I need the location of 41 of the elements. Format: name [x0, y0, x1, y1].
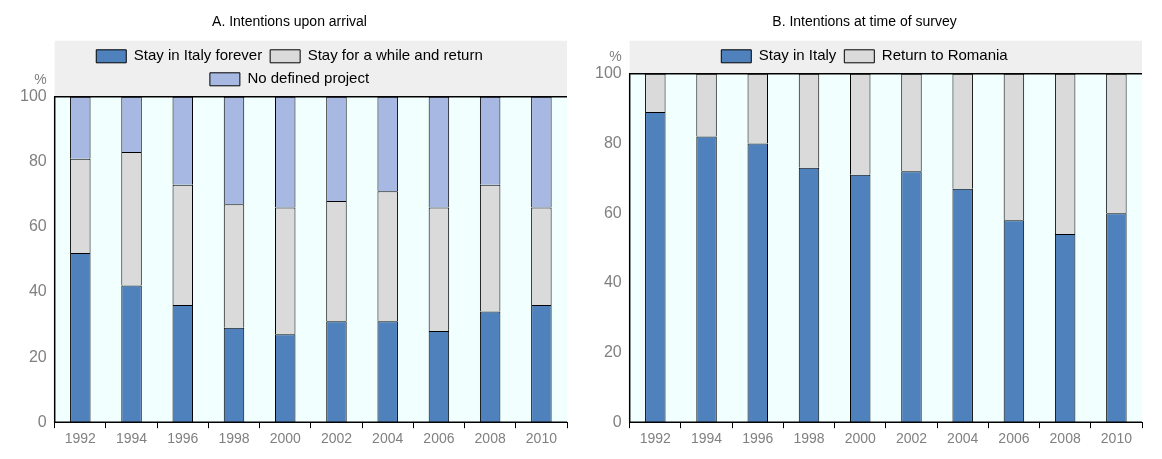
x-tick-label: 2010	[1100, 430, 1133, 447]
x-tick-label: 1998	[218, 430, 250, 447]
y-tick-label: 80	[603, 133, 622, 151]
x-tick-label: 1994	[690, 430, 723, 447]
x-tick-label: 1992	[64, 430, 97, 447]
y-tick-label: 60	[28, 217, 47, 235]
legend-label: Return to Romania	[881, 46, 1009, 64]
legend-label: No defined project	[247, 69, 370, 87]
x-tick-label: 1992	[639, 430, 672, 447]
y-tick-label: 20	[603, 342, 622, 360]
y-tick-label: 100	[19, 87, 47, 105]
x-tick-label: 2008	[474, 430, 506, 447]
x-tick-label: 2006	[998, 430, 1030, 447]
y-tick-label: 0	[37, 412, 47, 430]
x-tick-label: 1994	[115, 430, 148, 447]
legend-label: Stay in Italy forever	[133, 46, 263, 64]
y-tick-label: 80	[28, 152, 47, 170]
x-tick-label: 2004	[947, 430, 979, 447]
chart-title: A. Intentions upon arrival	[212, 13, 367, 30]
y-axis-title: %	[609, 47, 622, 64]
x-tick-label: 1998	[793, 430, 825, 447]
x-tick-label: 2010	[525, 430, 558, 447]
x-tick-label: 1996	[167, 430, 199, 447]
y-tick-label: 100	[594, 64, 622, 82]
x-tick-label: 2008	[1049, 430, 1081, 447]
x-tick-label: 2002	[320, 430, 353, 447]
x-tick-label: 2006	[423, 430, 455, 447]
x-tick-label: 2004	[372, 430, 404, 447]
x-tick-label: 2000	[844, 430, 877, 447]
x-tick-label: 2000	[269, 430, 302, 447]
chart-title: B. Intentions at time of survey	[772, 13, 957, 30]
y-tick-label: 60	[603, 203, 622, 221]
legend-label: Stay in Italy	[758, 46, 837, 64]
y-tick-label: 0	[612, 412, 622, 430]
y-tick-label: 40	[603, 273, 622, 291]
legend-label: Stay for a while and return	[307, 46, 483, 64]
y-axis-title: %	[34, 70, 47, 87]
y-tick-label: 20	[28, 347, 47, 365]
y-tick-label: 40	[28, 282, 47, 300]
x-tick-label: 2002	[895, 430, 928, 447]
x-tick-label: 1996	[742, 430, 774, 447]
